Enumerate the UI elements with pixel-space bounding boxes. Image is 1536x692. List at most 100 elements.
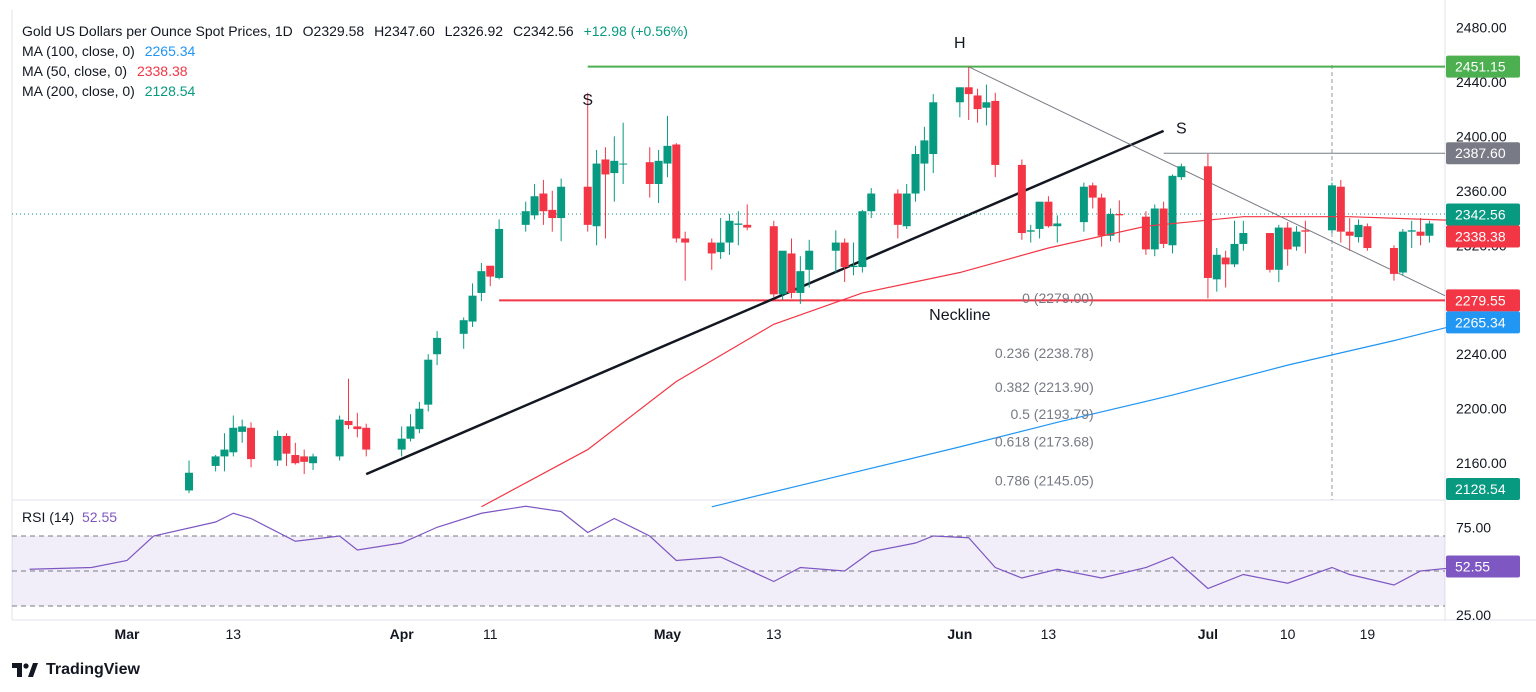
price-tag [1446,203,1520,226]
candle-body [468,295,477,322]
price-tick-label: 2200.00 [1456,401,1507,417]
pattern-label: H [954,35,966,52]
pattern-label: S [1176,121,1187,138]
candle-body [1079,186,1088,223]
time-tick-label: Jun [947,626,972,642]
candle-body [300,456,309,462]
candle-body [1044,201,1053,227]
indicator-ma50[interactable]: MA (50, close, 0) 2338.38 [22,61,194,81]
candle-body [601,159,610,175]
candle-body [1345,231,1354,236]
price-axis: 2160.002200.002240.002280.002320.002360.… [1446,19,1520,623]
candle-body [309,456,318,464]
candle-body [1354,224,1363,238]
price-tag-label: 2279.55 [1455,292,1506,308]
indicator-label: MA (50, close, 0) [22,63,128,79]
time-tick-label: Apr [390,626,415,642]
candle-body [1106,213,1115,236]
time-tick-label: 11 [483,626,498,642]
candle-body [344,420,353,426]
moving-average-lines [481,216,1466,508]
candle-body [238,426,247,432]
candle-body [1239,233,1248,244]
candle-body [521,211,530,225]
time-axis: Mar 13 Apr 11 May 13 Jun 13 Jul 10 19 [115,626,1376,642]
candle-body [681,238,690,243]
candle-body [1389,248,1398,274]
fib-level-label: 0.382 (2213.90) [995,379,1094,395]
time-tick-label: 13 [1041,626,1057,642]
pattern-label: Neckline [929,307,990,324]
price-tag-label: 2342.56 [1455,207,1506,223]
time-tick-label: Mar [115,626,140,642]
rsi-tag [1446,555,1520,578]
price-tick-label: 2360.00 [1456,183,1507,199]
candle-body [725,220,734,243]
price-tag [1446,142,1520,165]
candle-body [1283,227,1292,250]
tradingview-logo-icon [12,663,38,677]
time-tick-label: Jul [1198,626,1218,642]
candle-body [1230,243,1239,265]
candle-body [645,162,654,184]
price-tag-label: 2265.34 [1455,314,1506,330]
candle-body [663,145,672,164]
candle-body [955,87,964,103]
price-tag [1446,55,1520,78]
candle-body [1327,185,1336,231]
price-tag-label: 2338.38 [1455,229,1506,245]
rsi-legend[interactable]: RSI (14) 52.55 [22,509,117,525]
indicator-label: MA (100, close, 0) [22,43,135,59]
candle-body [1088,185,1097,198]
candle-body [557,186,566,219]
indicator-label: MA (200, close, 0) [22,83,135,99]
candle-body [1053,223,1062,227]
candle-series [185,66,1469,494]
candle-body [273,435,282,461]
time-tick-label: 13 [226,626,242,642]
indicator-ma100[interactable]: MA (100, close, 0) 2265.34 [22,41,201,61]
candle-body [1150,208,1159,250]
candle-body [353,426,362,430]
indicator-ma200[interactable]: MA (200, close, 0) 2128.54 [22,81,201,101]
candle-body [911,154,920,194]
price-tag-label: 2451.15 [1455,59,1506,75]
candle-body [335,419,344,457]
candle-body [592,163,601,227]
candle-body [539,193,548,212]
price-tick-label: 2440.00 [1456,74,1507,90]
rsi-panel [29,505,1465,590]
candle-body [1336,186,1345,232]
pattern-label: S [582,92,593,109]
candle-body [1203,166,1212,278]
candle-body [424,359,433,405]
price-tag [1446,225,1520,248]
candle-body [787,253,796,293]
rsi-label: RSI (14) [22,509,75,525]
candle-body [433,337,442,355]
candle-body [1425,223,1434,236]
candle-body [778,250,787,295]
candle-body [654,160,663,184]
candle-body [362,427,371,450]
price-tick-label: 2240.00 [1456,346,1507,362]
candle-body [1026,230,1035,232]
candle-body [1363,226,1372,249]
candle-body [530,196,539,216]
indicator-value: 2265.34 [144,43,196,59]
candle-body [1398,231,1407,273]
candle-body [1274,227,1283,270]
candle-body [1141,216,1150,250]
candle-body [1301,230,1310,232]
candle-body [991,100,1000,165]
time-tick-label: May [654,626,681,642]
candle-body [1017,164,1026,234]
price-tag [1446,289,1520,312]
tradingview-branding[interactable]: TradingView [12,661,140,679]
fib-level-label: 0.5 (2193.79) [1010,406,1093,422]
candle-body [707,242,716,254]
candle-body [229,427,238,453]
candle-body [867,193,876,212]
grid [11,0,1536,621]
candle-body [619,163,628,165]
